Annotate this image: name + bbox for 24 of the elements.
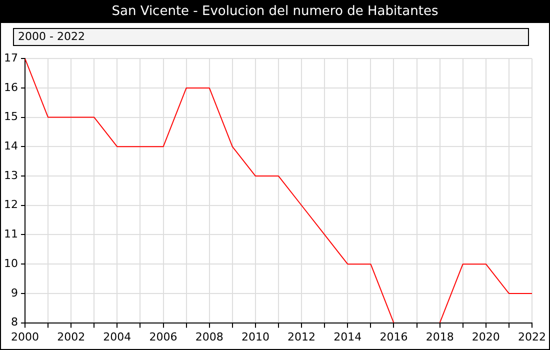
y-tick-label: 14 bbox=[4, 140, 18, 153]
y-tick-label: 17 bbox=[4, 51, 18, 64]
y-tick-label: 16 bbox=[4, 80, 18, 94]
x-tick-label: 2010 bbox=[241, 330, 270, 344]
y-tick-label: 8 bbox=[10, 316, 18, 329]
y-tick-label: 13 bbox=[4, 168, 18, 182]
y-tick-label: 15 bbox=[4, 110, 18, 124]
text: 2000 - 2022 bbox=[13, 28, 529, 46]
x-tick-label: 2022 bbox=[518, 330, 546, 344]
x-tick-label: 2012 bbox=[288, 330, 316, 344]
x-tick-label: 2020 bbox=[472, 330, 500, 344]
x-tick-label: 2016 bbox=[380, 330, 408, 344]
x-tick-label: 2014 bbox=[334, 330, 362, 344]
chart-title: San Vicente - Evolucion del numero de Habitantes bbox=[1, 1, 549, 23]
y-tick-label: 12 bbox=[4, 198, 18, 212]
x-tick-label: 2008 bbox=[195, 330, 224, 344]
x-tick-label: 2018 bbox=[426, 330, 454, 344]
x-tick-label: 2002 bbox=[57, 330, 86, 344]
y-tick-label: 11 bbox=[4, 228, 18, 241]
x-tick-label: 2004 bbox=[103, 330, 132, 344]
x-tick-label: 2006 bbox=[149, 330, 178, 344]
x-tick-label: 2000 bbox=[10, 330, 39, 344]
y-tick-label: 9 bbox=[10, 286, 18, 300]
y-tick-label: 10 bbox=[4, 256, 18, 270]
